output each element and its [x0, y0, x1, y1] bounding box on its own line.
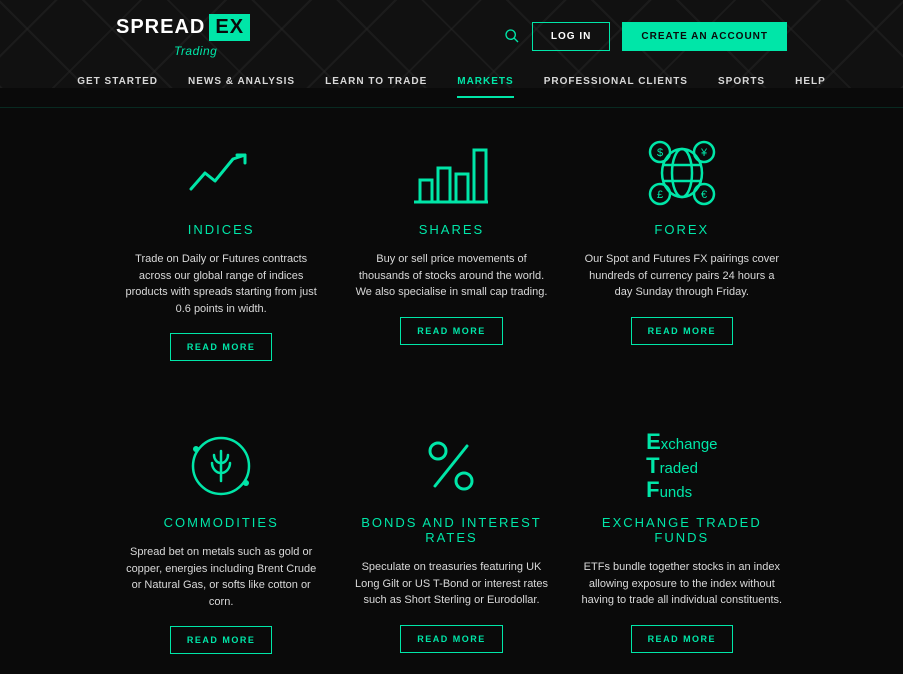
card-etf: Exchange Traded Funds EXCHANGE TRADED FU…	[577, 431, 787, 654]
cards-grid: INDICES Trade on Daily or Futures contra…	[0, 108, 903, 674]
card-desc: ETFs bundle together stocks in an index …	[577, 559, 787, 609]
logo-block[interactable]: SPREAD EX Trading	[116, 14, 250, 58]
read-more-button[interactable]: READ MORE	[170, 626, 273, 654]
search-icon[interactable]	[504, 28, 520, 44]
nav-learn-to-trade[interactable]: LEARN TO TRADE	[325, 76, 427, 97]
card-desc: Our Spot and Futures FX pairings cover h…	[577, 251, 787, 301]
card-title: COMMODITIES	[116, 515, 326, 530]
svg-text:¥: ¥	[700, 147, 708, 159]
logo: SPREAD EX	[116, 14, 250, 41]
card-title: SHARES	[346, 222, 556, 237]
shares-icon	[346, 138, 556, 208]
read-more-button[interactable]: READ MORE	[400, 317, 503, 345]
nav-markets[interactable]: MARKETS	[457, 76, 513, 97]
card-title: BONDS AND INTEREST RATES	[346, 515, 556, 545]
nav-news-analysis[interactable]: NEWS & ANALYSIS	[188, 76, 295, 97]
nav-get-started[interactable]: GET STARTED	[77, 76, 158, 97]
read-more-button[interactable]: READ MORE	[170, 333, 273, 361]
card-shares: SHARES Buy or sell price movements of th…	[346, 138, 556, 361]
card-title: INDICES	[116, 222, 326, 237]
bonds-icon	[346, 431, 556, 501]
header: SPREAD EX Trading LOG IN CREATE AN ACCOU…	[0, 0, 903, 58]
nav-sports[interactable]: SPORTS	[718, 76, 765, 97]
logo-part1: SPREAD	[116, 16, 205, 39]
svg-text:$: $	[657, 147, 663, 159]
commodities-icon	[116, 431, 326, 501]
login-button[interactable]: LOG IN	[532, 22, 610, 51]
card-indices: INDICES Trade on Daily or Futures contra…	[116, 138, 326, 361]
svg-text:€: €	[701, 189, 707, 201]
forex-icon: $ ¥ £ €	[577, 138, 787, 208]
indices-icon	[116, 138, 326, 208]
card-title: EXCHANGE TRADED FUNDS	[577, 515, 787, 545]
read-more-button[interactable]: READ MORE	[631, 317, 734, 345]
card-forex: $ ¥ £ € FOREX Our Spot and Futures FX pa…	[577, 138, 787, 361]
card-desc: Trade on Daily or Futures contracts acro…	[116, 251, 326, 317]
card-desc: Buy or sell price movements of thousands…	[346, 251, 556, 301]
main-nav: GET STARTED NEWS & ANALYSIS LEARN TO TRA…	[0, 58, 903, 108]
nav-professional-clients[interactable]: PROFESSIONAL CLIENTS	[544, 76, 688, 97]
read-more-button[interactable]: READ MORE	[631, 625, 734, 653]
card-commodities: COMMODITIES Spread bet on metals such as…	[116, 431, 326, 654]
card-bonds: BONDS AND INTEREST RATES Speculate on tr…	[346, 431, 556, 654]
read-more-button[interactable]: READ MORE	[400, 625, 503, 653]
card-desc: Spread bet on metals such as gold or cop…	[116, 544, 326, 610]
logo-part2: EX	[209, 14, 250, 41]
nav-help[interactable]: HELP	[795, 76, 826, 97]
svg-text:£: £	[657, 189, 663, 201]
etf-icon: Exchange Traded Funds	[577, 431, 787, 501]
create-account-button[interactable]: CREATE AN ACCOUNT	[622, 22, 787, 51]
logo-sub: Trading	[174, 44, 250, 58]
header-right: LOG IN CREATE AN ACCOUNT	[504, 22, 787, 51]
card-title: FOREX	[577, 222, 787, 237]
card-desc: Speculate on treasuries featuring UK Lon…	[346, 559, 556, 609]
